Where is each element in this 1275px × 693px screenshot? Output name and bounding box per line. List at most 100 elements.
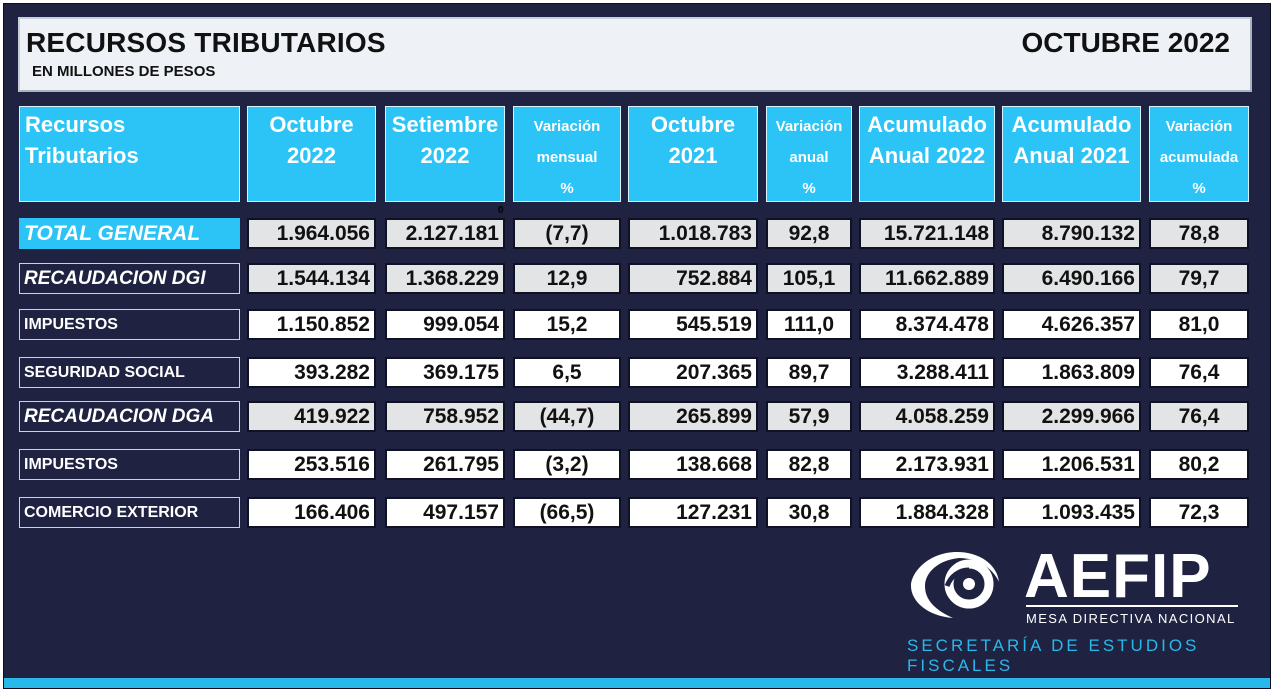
column-header-octubre-2022: Octubre 2022	[247, 106, 376, 202]
row-label-seguridad-social: SEGURIDAD SOCIAL	[19, 357, 240, 388]
table-cell: (44,7)	[513, 401, 621, 432]
column-header-line: %	[1192, 180, 1206, 197]
row-label-recaudacion-dga: RECAUDACION DGA	[19, 401, 240, 432]
logo-name: AEFIP	[1024, 542, 1212, 611]
column-header-acumulado-2022: Acumulado Anual 2022	[859, 106, 995, 202]
table-cell: 15.721.148	[859, 218, 995, 249]
column-header-octubre-2021: Octubre 2021	[628, 106, 758, 202]
table-cell: 105,1	[766, 263, 852, 294]
table-cell: 8.790.132	[1002, 218, 1141, 249]
row-label-impuestos-dgi: IMPUESTOS	[19, 309, 240, 340]
column-header-variacion-anual: Variación anual %	[766, 106, 852, 202]
eye-logo-icon	[911, 552, 999, 618]
table-cell: 76,4	[1149, 357, 1249, 388]
column-header-variacion-mensual: Variación mensual %	[513, 106, 621, 202]
logo-secretaria: SECRETARÍA DE ESTUDIOS FISCALES	[907, 636, 1200, 675]
column-header-line: Octubre	[650, 112, 736, 137]
column-header-line: Acumulado	[867, 112, 987, 137]
column-header-line: Tributarios	[25, 143, 139, 168]
table-cell: 1.093.435	[1002, 497, 1141, 528]
table-cell: 12,9	[513, 263, 621, 294]
table-cell: 11.662.889	[859, 263, 995, 294]
table-cell: 92,8	[766, 218, 852, 249]
table-cell: 419.922	[247, 401, 376, 432]
column-header-recursos: Recursos Tributarios	[19, 106, 240, 202]
table-cell: 393.282	[247, 357, 376, 388]
table-cell: 999.054	[385, 309, 505, 340]
column-header-line: Recursos	[25, 112, 126, 137]
table-cell: 6,5	[513, 357, 621, 388]
table-cell: 253.516	[247, 449, 376, 480]
table-cell: 80,2	[1149, 449, 1249, 480]
table-cell: 2.173.931	[859, 449, 995, 480]
column-header-line: Variación	[1165, 118, 1233, 135]
table-cell: 30,8	[766, 497, 852, 528]
table-cell: 1.863.809	[1002, 357, 1141, 388]
table-cell: 89,7	[766, 357, 852, 388]
column-header-line: Anual 2021	[1013, 143, 1130, 168]
table-cell: 81,0	[1149, 309, 1249, 340]
report-period: OCTUBRE 2022	[1021, 27, 1230, 58]
table-cell: 57,9	[766, 401, 852, 432]
report-subtitle: EN MILLONES DE PESOS	[32, 63, 216, 80]
column-header-line: 2022	[420, 143, 470, 168]
report-header: RECURSOS TRIBUTARIOS EN MILLONES DE PESO…	[18, 17, 1252, 92]
table-cell: 4.626.357	[1002, 309, 1141, 340]
logo-divider	[1026, 605, 1238, 607]
column-header-setiembre-2022: Setiembre 2022	[385, 106, 505, 202]
table-cell: 8.374.478	[859, 309, 995, 340]
logo-tagline: MESA DIRECTIVA NACIONAL	[1026, 611, 1236, 626]
bottom-accent-bar	[4, 678, 1270, 688]
table-cell: 4.058.259	[859, 401, 995, 432]
table-cell: 2.299.966	[1002, 401, 1141, 432]
table-cell: 6.490.166	[1002, 263, 1141, 294]
table-cell: 265.899	[628, 401, 758, 432]
column-header-line: %	[560, 180, 574, 197]
row-label-impuestos-dga: IMPUESTOS	[19, 449, 240, 480]
table-cell: 1.884.328	[859, 497, 995, 528]
column-header-line: Acumulado	[1011, 112, 1132, 137]
table-cell: 138.668	[628, 449, 758, 480]
table-cell: 1.368.229	[385, 263, 505, 294]
column-header-line: mensual	[536, 149, 598, 166]
table-cell: 207.365	[628, 357, 758, 388]
table-cell: 1.964.056	[247, 218, 376, 249]
column-header-line: 2021	[668, 143, 718, 168]
table-cell: (3,2)	[513, 449, 621, 480]
table-cell: 1.150.852	[247, 309, 376, 340]
row-label-recaudacion-dgi: RECAUDACION DGI	[19, 263, 240, 294]
table-cell: 758.952	[385, 401, 505, 432]
stray-digit: 0	[498, 205, 504, 216]
column-header-line: acumulada	[1159, 149, 1239, 166]
table-cell: 369.175	[385, 357, 505, 388]
column-header-line: Anual 2022	[868, 143, 986, 168]
column-header-line: anual	[789, 149, 829, 166]
table-cell: 2.127.181	[385, 218, 505, 249]
table-cell: 545.519	[628, 309, 758, 340]
table-cell: 76,4	[1149, 401, 1249, 432]
table-cell: 15,2	[513, 309, 621, 340]
table-cell: 79,7	[1149, 263, 1249, 294]
table-cell: 166.406	[247, 497, 376, 528]
column-header-line: Variación	[775, 118, 843, 135]
column-header-line: %	[802, 180, 816, 197]
column-header-line: Setiembre	[391, 112, 499, 137]
column-header-line: 2022	[287, 143, 336, 168]
table-cell: 497.157	[385, 497, 505, 528]
table-cell: 78,8	[1149, 218, 1249, 249]
table-cell: 3.288.411	[859, 357, 995, 388]
table-cell: 1.206.531	[1002, 449, 1141, 480]
table-cell: 72,3	[1149, 497, 1249, 528]
column-header-acumulado-2021: Acumulado Anual 2021	[1002, 106, 1141, 202]
table-cell: 82,8	[766, 449, 852, 480]
column-header-line: Octubre	[269, 112, 354, 137]
table-cell: (66,5)	[513, 497, 621, 528]
table-cell: (7,7)	[513, 218, 621, 249]
row-label-comercio-exterior: COMERCIO EXTERIOR	[19, 497, 240, 528]
table-cell: 111,0	[766, 309, 852, 340]
report-title: RECURSOS TRIBUTARIOS	[26, 27, 386, 58]
report-frame: RECURSOS TRIBUTARIOS EN MILLONES DE PESO…	[3, 3, 1271, 689]
table-cell: 1.018.783	[628, 218, 758, 249]
table-cell: 1.544.134	[247, 263, 376, 294]
column-header-line: Variación	[533, 118, 601, 135]
